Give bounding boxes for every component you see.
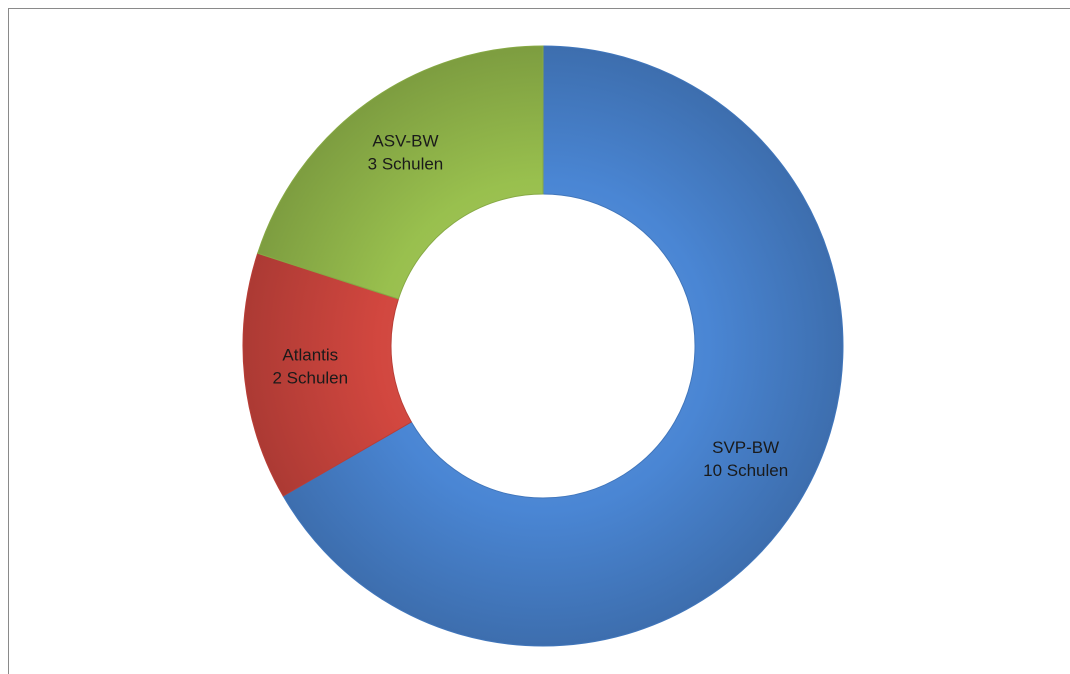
frame-left-border bbox=[8, 8, 9, 674]
slice-asv-bw bbox=[257, 45, 544, 300]
slice-label-svp-bw: SVP-BW 10 Schulen bbox=[703, 438, 788, 480]
slice-label-atlantis: Atlantis 2 Schulen bbox=[272, 345, 348, 387]
donut-labels: SVP-BW 10 Schulen Atlantis 2 Schulen ASV-BW 3… bbox=[272, 132, 788, 480]
slice-label-asv-bw: ASV-BW 3 Schulen bbox=[368, 132, 444, 174]
donut-slices bbox=[242, 45, 844, 647]
slice-atlantis bbox=[242, 252, 413, 497]
slice-svp-bw bbox=[282, 45, 844, 647]
slice-label-name: SVP-BW bbox=[712, 438, 779, 457]
slice-label-count: 3 Schulen bbox=[368, 155, 444, 174]
slice-label-name: ASV-BW bbox=[372, 132, 438, 151]
slice-label-name: Atlantis bbox=[282, 345, 338, 364]
slice-label-count: 2 Schulen bbox=[272, 368, 348, 387]
slice-label-count: 10 Schulen bbox=[703, 461, 788, 480]
frame-top-border bbox=[8, 8, 1070, 9]
